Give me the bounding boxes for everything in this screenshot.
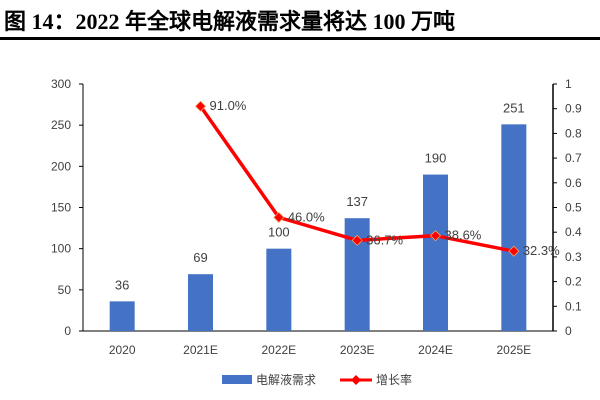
left-tick-label: 50 — [58, 283, 72, 297]
x-tick-label: 2023E — [340, 343, 375, 357]
legend-bar-label: 电解液需求 — [256, 372, 316, 387]
bar — [423, 174, 448, 331]
growth-marker — [351, 234, 363, 246]
bar-label: 69 — [193, 250, 207, 265]
growth-marker — [429, 230, 442, 242]
growth-label: 32.3% — [523, 243, 560, 258]
x-tick-label: 2025E — [496, 343, 531, 357]
bar-label: 100 — [268, 225, 290, 240]
growth-label: 36.7% — [366, 232, 403, 247]
bar — [109, 301, 135, 331]
growth-marker — [273, 211, 285, 223]
right-tick-label: 0.6 — [565, 176, 582, 190]
growth-label: 46.0% — [288, 209, 325, 224]
left-tick-label: 150 — [51, 201, 71, 215]
left-tick-label: 250 — [51, 118, 71, 132]
bar — [266, 248, 292, 331]
right-tick-label: 0 — [565, 324, 572, 338]
x-tick-label: 2022E — [261, 343, 296, 357]
right-tick-label: 0.8 — [565, 126, 582, 140]
x-tick-label: 2020 — [109, 343, 136, 357]
left-tick-label: 0 — [64, 324, 71, 338]
right-tick-label: 0.1 — [565, 299, 582, 313]
right-tick-label: 0.7 — [565, 151, 582, 165]
growth-marker — [508, 245, 520, 257]
left-tick-label: 200 — [51, 159, 71, 173]
right-tick-label: 0.2 — [565, 275, 582, 289]
bar-label: 36 — [115, 277, 129, 292]
x-tick-label: 2024E — [418, 343, 453, 357]
right-tick-label: 1 — [565, 77, 572, 91]
right-tick-label: 0.5 — [565, 201, 582, 215]
legend-line-marker — [351, 375, 361, 385]
bar — [188, 274, 213, 331]
left-tick-label: 100 — [51, 242, 71, 256]
growth-label: 38.6% — [445, 228, 482, 243]
legend-line-label: 增长率 — [376, 372, 412, 387]
bar — [501, 124, 527, 332]
right-tick-label: 0.9 — [565, 102, 582, 116]
bar-label: 251 — [503, 100, 525, 115]
bar-label: 190 — [425, 151, 447, 166]
growth-marker — [194, 100, 207, 112]
left-tick-label: 300 — [51, 77, 71, 91]
bar-label: 137 — [346, 194, 368, 209]
x-tick-label: 2021E — [183, 343, 218, 357]
growth-label: 91.0% — [210, 98, 247, 113]
right-tick-label: 0.3 — [565, 250, 582, 264]
right-tick-label: 0.4 — [565, 225, 582, 239]
title-rule — [0, 37, 600, 40]
figure-title: 图 14：2022 年全球电解液需求量将达 100 万吨 — [4, 9, 456, 34]
legend-bar-swatch — [222, 375, 252, 384]
